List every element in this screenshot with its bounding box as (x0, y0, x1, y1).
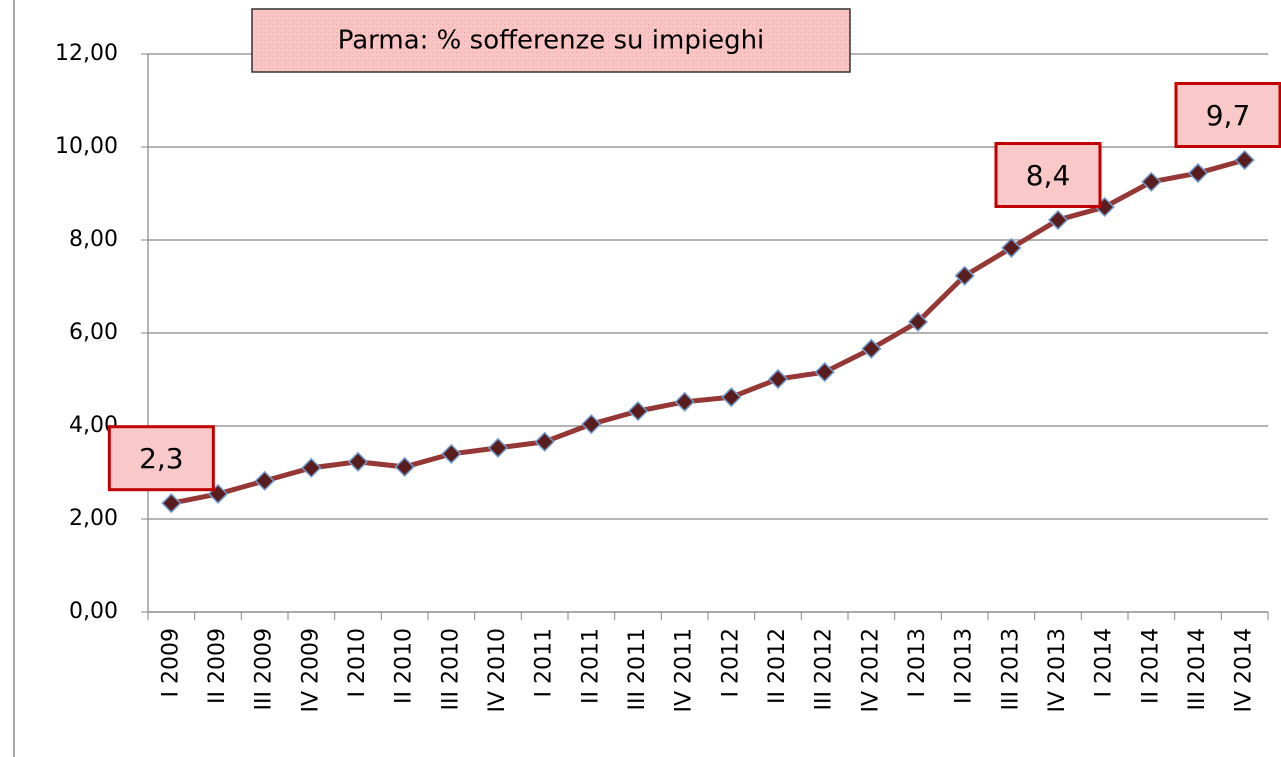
marker (954, 265, 975, 286)
marker (441, 443, 462, 464)
marker (1001, 237, 1022, 258)
marker (907, 311, 929, 332)
x-tick-label: I 2011 (532, 628, 557, 697)
x-tick-label: III 2012 (812, 628, 837, 710)
x-tick-label: III 2009 (252, 628, 277, 710)
x-tick-label: III 2011 (625, 628, 650, 710)
marker (394, 456, 415, 477)
marker (767, 368, 789, 390)
marker (534, 431, 555, 452)
y-tick-label: 12,00 (55, 41, 118, 66)
x-tick-label: III 2013 (998, 628, 1023, 710)
x-tick-label: III 2010 (438, 628, 463, 710)
marker (301, 457, 322, 478)
marker (627, 401, 649, 422)
marker (161, 493, 182, 514)
x-tick-label: I 2013 (905, 628, 930, 697)
y-tick-label: 2,00 (69, 506, 118, 531)
x-tick-label: III 2014 (1185, 628, 1210, 710)
y-tick-label: 0,00 (69, 599, 118, 624)
value-label-box (107, 425, 215, 492)
marker (1187, 162, 1209, 184)
x-tick-label: II 2013 (952, 628, 977, 704)
value-label: 9,7 (1206, 99, 1251, 132)
marker (1234, 149, 1255, 171)
y-tick-label: 6,00 (69, 320, 118, 345)
title-box (251, 8, 851, 73)
chart-title: Parma: % sofferenze su impieghi (338, 26, 765, 56)
marker (347, 451, 369, 472)
value-label-box (994, 142, 1102, 209)
x-tick-label: I 2010 (345, 628, 370, 697)
marker (814, 361, 835, 383)
value-label-box (1174, 82, 1281, 149)
x-tick-label: II 2009 (205, 628, 230, 704)
x-tick-label: IV 2012 (858, 628, 883, 713)
x-tick-label: II 2014 (1138, 628, 1163, 704)
x-tick-label: IV 2013 (1045, 628, 1070, 713)
x-tick-label: II 2012 (765, 628, 790, 704)
line (170, 157, 1246, 506)
marker (861, 338, 882, 359)
marker (674, 391, 695, 412)
y-tick-label: 8,00 (69, 227, 118, 252)
marker (487, 437, 509, 458)
x-tick-label: IV 2011 (672, 628, 697, 713)
value-label: 2,3 (139, 442, 184, 475)
x-tick-label: I 2009 (158, 628, 183, 697)
x-tick-label: I 2012 (718, 628, 743, 697)
marker (254, 470, 275, 491)
marker (581, 414, 602, 435)
x-tick-label: IV 2010 (485, 628, 510, 713)
marker (1141, 171, 1162, 192)
marker (721, 387, 742, 408)
x-tick-label: IV 2009 (298, 628, 323, 713)
marker (1047, 209, 1069, 231)
x-tick-label: II 2011 (578, 628, 603, 704)
x-tick-label: I 2014 (1092, 628, 1117, 697)
x-tick-label: II 2010 (392, 628, 417, 704)
x-tick-label: IV 2014 (1232, 628, 1257, 713)
value-label: 8,4 (1026, 159, 1071, 192)
y-tick-label: 10,00 (55, 134, 118, 159)
